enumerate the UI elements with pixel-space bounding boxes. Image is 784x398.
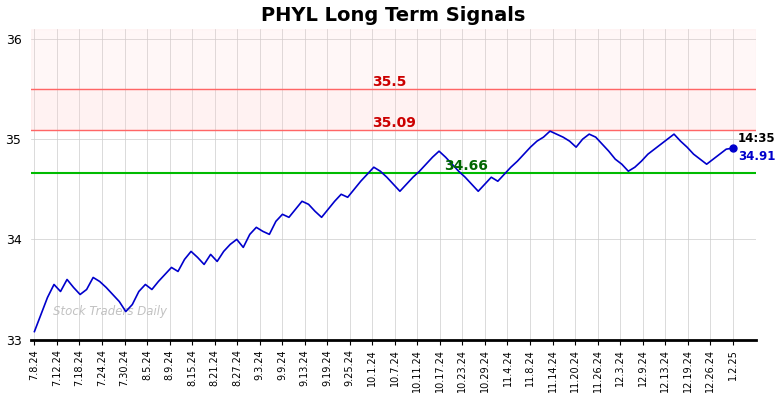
Text: 35.09: 35.09 <box>372 116 416 130</box>
Title: PHYL Long Term Signals: PHYL Long Term Signals <box>261 6 525 25</box>
Bar <box>31 89 756 130</box>
Text: 35.5: 35.5 <box>372 75 406 89</box>
Text: 14:35: 14:35 <box>738 132 775 144</box>
Text: Stock Traders Daily: Stock Traders Daily <box>53 305 167 318</box>
Text: 34.66: 34.66 <box>444 159 488 173</box>
Text: 34.91: 34.91 <box>738 150 775 163</box>
Bar <box>31 29 756 89</box>
